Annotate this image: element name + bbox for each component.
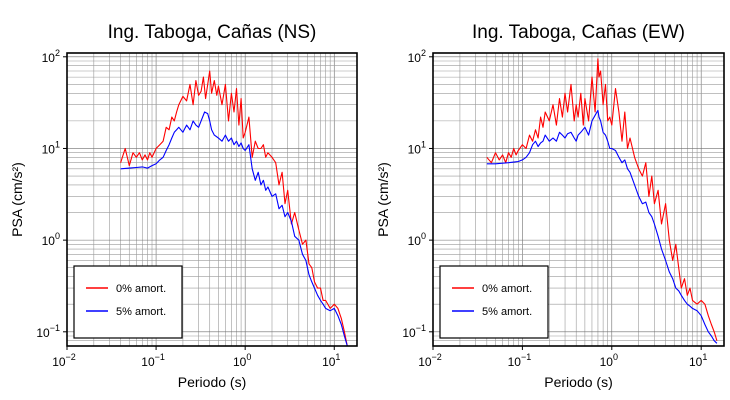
x-tick-label: 10−1 bbox=[141, 352, 165, 369]
y-axis-label: PSA (cm/s²) bbox=[9, 162, 25, 237]
y-tick-label: 102 bbox=[408, 48, 426, 65]
y-tick-label: 100 bbox=[42, 231, 60, 248]
y-tick-label: 100 bbox=[408, 231, 426, 248]
y-tick-label: 101 bbox=[42, 139, 60, 156]
y-tick-label: 10−1 bbox=[402, 323, 426, 340]
series-line-red bbox=[120, 70, 348, 347]
chart-title: Ing. Taboga, Cañas (EW) bbox=[472, 22, 685, 43]
legend-box bbox=[439, 265, 549, 339]
y-tick-label: 102 bbox=[42, 48, 60, 65]
x-tick-label: 100 bbox=[600, 352, 618, 369]
chart-title: Ing. Taboga, Cañas (NS) bbox=[108, 22, 317, 43]
x-tick-label: 10−2 bbox=[418, 352, 442, 369]
legend: 0% amort. 5% amort. bbox=[73, 265, 183, 339]
chart-panel-1: 10−2 10−1 100 101 10−1 100 101 102 Ing. Taboga, … bbox=[9, 22, 358, 390]
legend-label: 5% amort. bbox=[116, 306, 166, 318]
y-axis-label: PSA (cm/s²) bbox=[375, 162, 391, 237]
x-tick-label: 10−2 bbox=[52, 352, 76, 369]
y-tick-label: 101 bbox=[408, 139, 426, 156]
plot-frame bbox=[432, 52, 725, 347]
series-line-blue bbox=[120, 111, 348, 347]
legend: 0% amort. 5% amort. bbox=[439, 265, 549, 339]
x-axis-label: Periodo (s) bbox=[178, 374, 246, 390]
series-line-blue bbox=[486, 109, 718, 344]
x-tick-label: 10−1 bbox=[508, 352, 532, 369]
y-tick-label: 10−1 bbox=[36, 323, 60, 340]
grid bbox=[66, 53, 357, 347]
plot-frame bbox=[66, 52, 358, 347]
x-tick-label: 101 bbox=[689, 352, 707, 369]
legend-label: 5% amort. bbox=[482, 306, 532, 318]
legend-label: 0% amort. bbox=[116, 283, 166, 295]
x-tick-label: 100 bbox=[233, 352, 251, 369]
legend-label: 0% amort. bbox=[482, 283, 532, 295]
x-axis-label: Periodo (s) bbox=[544, 374, 612, 390]
series-line-red bbox=[486, 58, 718, 341]
legend-box bbox=[73, 265, 183, 339]
grid bbox=[432, 53, 724, 347]
chart-panel-2: 10−2 10−1 100 101 10−1 100 101 102 Ing. Taboga, … bbox=[375, 22, 725, 390]
x-tick-label: 101 bbox=[322, 352, 340, 369]
